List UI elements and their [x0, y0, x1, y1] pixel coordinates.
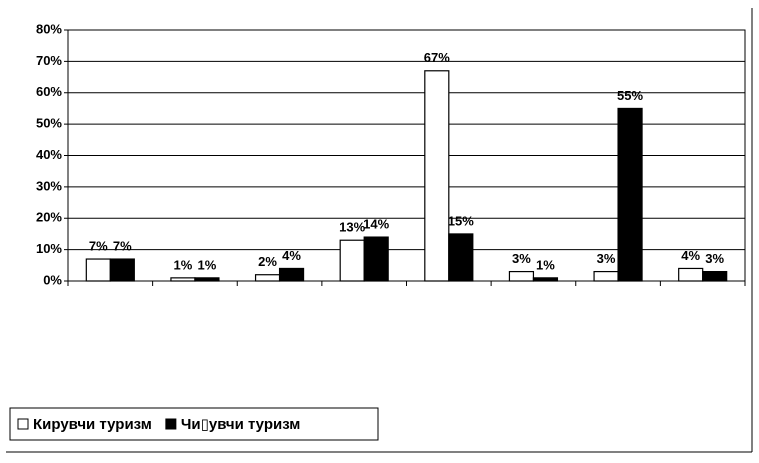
- y-tick-label: 30%: [36, 178, 62, 193]
- bar: [194, 277, 220, 282]
- value-label: 14%: [363, 217, 389, 232]
- bar: [363, 236, 389, 282]
- bar: [424, 70, 450, 282]
- y-tick-label: 0%: [43, 272, 62, 287]
- y-tick-label: 50%: [36, 116, 62, 131]
- bar: [532, 277, 559, 282]
- value-label: 1%: [536, 257, 555, 272]
- legend-swatch: [165, 418, 177, 430]
- y-tick-label: 10%: [36, 241, 62, 256]
- legend-swatch: [17, 418, 29, 430]
- bar: [702, 270, 728, 282]
- bar: [448, 233, 474, 282]
- bar: [85, 258, 111, 282]
- value-label: 7%: [89, 238, 108, 253]
- y-tick-label: 40%: [36, 147, 62, 162]
- bar: [508, 270, 535, 282]
- y-tick-label: 60%: [36, 84, 62, 99]
- value-label: 13%: [339, 220, 365, 235]
- value-label: 15%: [448, 213, 474, 228]
- value-label: 2%: [258, 254, 277, 269]
- bar: [254, 274, 281, 282]
- value-label: 55%: [617, 88, 643, 103]
- y-tick-label: 70%: [36, 53, 62, 68]
- bar: [617, 107, 643, 282]
- y-tick-label: 80%: [36, 21, 62, 36]
- value-label: 1%: [198, 257, 217, 272]
- value-label: 67%: [424, 50, 450, 65]
- bar: [278, 267, 305, 282]
- bar: [109, 258, 135, 282]
- bar: [678, 267, 704, 282]
- legend-label: Чи▯увчи туризм: [181, 416, 301, 433]
- bar: [170, 277, 196, 282]
- value-label: 1%: [174, 257, 193, 272]
- value-label: 7%: [113, 238, 132, 253]
- value-label: 4%: [681, 248, 700, 263]
- bar: [593, 270, 619, 282]
- legend-label: Кирувчи туризм: [33, 416, 152, 433]
- legend-box: [9, 407, 379, 441]
- value-label: 4%: [282, 248, 301, 263]
- value-label: 3%: [512, 251, 531, 266]
- value-label: 3%: [597, 251, 616, 266]
- value-label: 3%: [705, 251, 724, 266]
- y-tick-label: 20%: [36, 210, 62, 225]
- bar: [339, 239, 365, 282]
